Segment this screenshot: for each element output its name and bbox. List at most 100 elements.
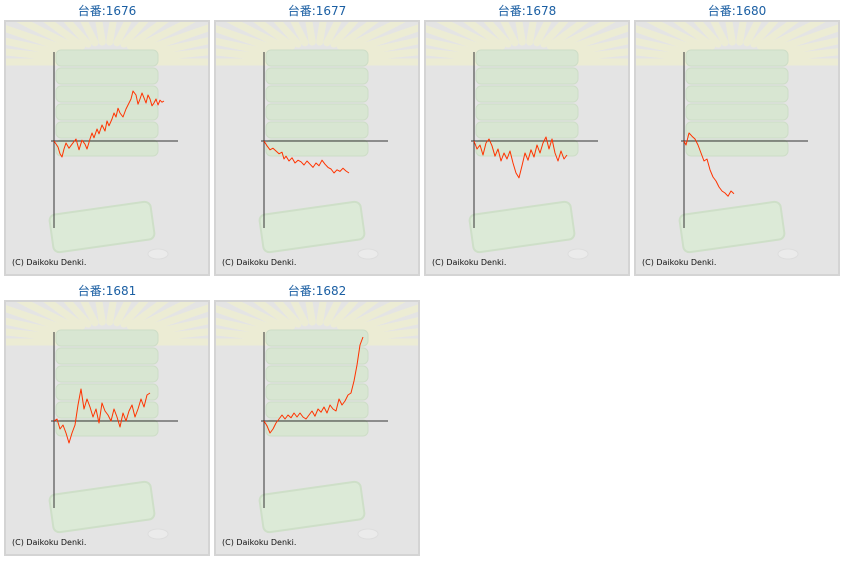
chart-title-link[interactable]: 台番:1681 [77, 284, 137, 298]
series-line [263, 140, 350, 174]
watermark [6, 302, 208, 540]
stacked-box [475, 103, 579, 121]
chart-title-link[interactable]: 台番:1676 [77, 4, 137, 18]
coin-shape [777, 248, 799, 260]
sunburst-ray [515, 22, 526, 46]
stacked-box [685, 121, 789, 139]
sunburst-ray [216, 37, 283, 59]
sunburst-ray [342, 302, 406, 333]
chart-title-link[interactable]: 台番:1678 [497, 4, 557, 18]
chart-title-link[interactable]: 台番:1682 [287, 284, 347, 298]
sunburst-ray [483, 22, 512, 48]
line-chart [6, 22, 208, 260]
sunburst-ray [426, 48, 491, 62]
sunburst-ray [336, 302, 379, 330]
coin-shape [357, 248, 379, 260]
coin-shape [147, 248, 169, 260]
tray-shape [678, 200, 786, 254]
chart-title-link[interactable]: 台番:1680 [707, 4, 767, 18]
sunburst-ray [710, 22, 729, 47]
stacked-box [55, 139, 159, 157]
sunburst-ray [561, 48, 628, 62]
sunburst-ray [533, 22, 552, 47]
chart-title-link[interactable]: 台番:1677 [287, 4, 347, 18]
stacked-box [265, 401, 369, 419]
chart-panel: (C) Daikoku Denki. [424, 20, 630, 276]
sunburst-ray [750, 22, 779, 48]
tray-shape [258, 200, 366, 254]
tray-shape [258, 480, 366, 534]
stacked-box [55, 85, 159, 103]
stacked-box [55, 67, 159, 85]
tray-shape [48, 200, 156, 254]
stacked-box [55, 121, 159, 139]
stacked-box [265, 67, 369, 85]
sunburst-ray [6, 317, 73, 339]
line-chart [636, 22, 838, 260]
sunburst-ray [6, 328, 71, 342]
sunburst-ray [253, 22, 296, 50]
stacked-box [475, 85, 579, 103]
sunburst-ray [80, 22, 99, 47]
sunburst-ray [273, 22, 302, 48]
sunburst-ray [6, 37, 73, 59]
sunburst-ray [556, 24, 628, 55]
sunburst-ray [436, 22, 500, 53]
sunburst-ray [132, 22, 196, 53]
sunburst-ray [226, 302, 290, 333]
stacked-box [55, 383, 159, 401]
sunburst-ray [141, 48, 208, 62]
watermark [426, 22, 628, 260]
sunburst-ray [546, 22, 589, 50]
sunburst-ray [120, 22, 149, 48]
sunburst-ray [113, 22, 132, 47]
sunburst-ray [216, 317, 283, 339]
credit-text: (C) Daikoku Denki. [222, 538, 297, 547]
sunburst-ray [673, 22, 716, 50]
sunburst-ray [290, 22, 309, 47]
line-chart [216, 22, 418, 260]
sunburst-ray [95, 22, 106, 46]
sunburst-ray [95, 302, 106, 326]
sunburst-ray [426, 25, 496, 55]
tray-shape [468, 200, 576, 254]
credit-text: (C) Daikoku Denki. [432, 258, 507, 267]
watermark [6, 22, 208, 260]
stacked-box [265, 103, 369, 121]
coin-shape [357, 528, 379, 540]
stacked-box [55, 329, 159, 347]
stacked-box [265, 49, 369, 67]
sunburst-ray [43, 22, 86, 50]
sunburst-ray [290, 302, 309, 327]
series-line [263, 336, 364, 434]
credit-text: (C) Daikoku Denki. [12, 538, 87, 547]
watermark [216, 302, 418, 540]
sunburst-ray [6, 305, 76, 335]
stacked-box [685, 85, 789, 103]
sunburst-ray [216, 25, 286, 55]
chart-panel: (C) Daikoku Denki. [214, 300, 420, 556]
sunburst-ray [526, 22, 537, 46]
sunburst-ray [216, 328, 281, 342]
stacked-box [55, 49, 159, 67]
stacked-box [265, 139, 369, 157]
coin-shape [147, 528, 169, 540]
sunburst-ray [80, 302, 99, 327]
sunburst-ray [43, 302, 86, 330]
sunburst-ray [16, 302, 80, 333]
line-chart [426, 22, 628, 260]
sunburst-ray [253, 302, 296, 330]
sunburst-ray [463, 22, 506, 50]
series-line [683, 132, 735, 197]
watermark [636, 22, 838, 260]
sunburst-ray [725, 22, 736, 46]
line-chart [216, 302, 418, 540]
sunburst-ray [636, 37, 703, 59]
sunburst-ray [126, 22, 169, 50]
sunburst-ray [6, 48, 71, 62]
sunburst-ray [273, 302, 302, 328]
sunburst-ray [323, 302, 342, 327]
sunburst-ray [216, 305, 286, 335]
stacked-box [55, 365, 159, 383]
sunburst-ray [426, 37, 493, 59]
